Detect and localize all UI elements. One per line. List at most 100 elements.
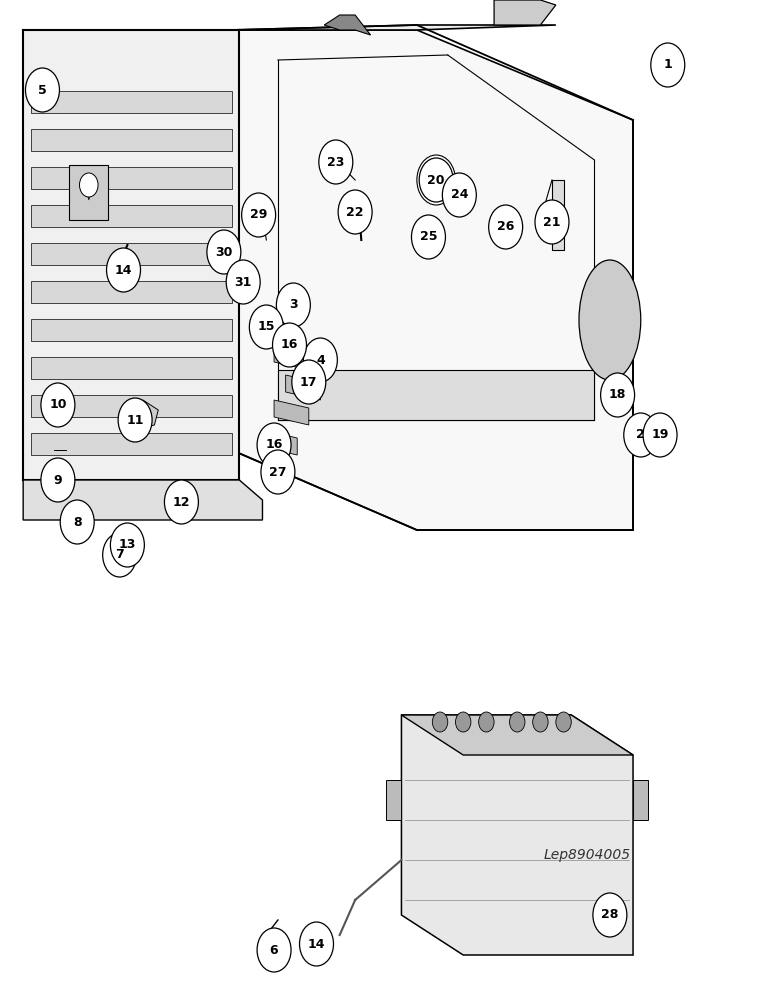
Circle shape xyxy=(593,893,627,937)
Ellipse shape xyxy=(579,260,641,380)
Text: 9: 9 xyxy=(53,474,63,487)
Text: 1: 1 xyxy=(663,58,672,72)
Circle shape xyxy=(533,712,548,732)
Text: 8: 8 xyxy=(73,516,82,528)
Circle shape xyxy=(103,533,137,577)
Polygon shape xyxy=(274,400,309,425)
Text: 27: 27 xyxy=(269,466,286,479)
Circle shape xyxy=(276,283,310,327)
Circle shape xyxy=(164,480,198,524)
Circle shape xyxy=(221,245,232,259)
Circle shape xyxy=(273,323,306,367)
Circle shape xyxy=(207,230,241,274)
Polygon shape xyxy=(500,217,513,235)
Circle shape xyxy=(60,500,94,544)
Circle shape xyxy=(292,360,326,404)
Circle shape xyxy=(41,383,75,427)
Circle shape xyxy=(319,140,353,184)
Circle shape xyxy=(233,269,253,295)
Circle shape xyxy=(624,413,658,457)
Polygon shape xyxy=(85,185,93,200)
Text: 14: 14 xyxy=(308,938,325,950)
Circle shape xyxy=(455,712,471,732)
Circle shape xyxy=(419,158,453,202)
Text: 15: 15 xyxy=(258,320,275,334)
Text: 18: 18 xyxy=(609,388,626,401)
Polygon shape xyxy=(274,345,309,370)
Circle shape xyxy=(226,260,260,304)
Text: 10: 10 xyxy=(49,398,66,412)
Polygon shape xyxy=(232,30,633,530)
Circle shape xyxy=(257,423,291,467)
Text: 22: 22 xyxy=(347,206,364,219)
Polygon shape xyxy=(286,375,320,400)
Circle shape xyxy=(442,173,476,217)
Polygon shape xyxy=(69,165,108,220)
Text: 31: 31 xyxy=(235,275,252,288)
Circle shape xyxy=(257,928,291,972)
Polygon shape xyxy=(50,385,73,420)
Circle shape xyxy=(510,712,525,732)
Text: 4: 4 xyxy=(316,354,325,366)
Polygon shape xyxy=(270,452,284,468)
Text: 13: 13 xyxy=(119,538,136,552)
Polygon shape xyxy=(262,430,297,455)
Polygon shape xyxy=(31,433,232,455)
Circle shape xyxy=(300,922,334,966)
Text: 17: 17 xyxy=(300,375,317,388)
Circle shape xyxy=(107,248,141,292)
Polygon shape xyxy=(401,715,633,755)
Circle shape xyxy=(41,458,75,502)
Polygon shape xyxy=(31,281,232,303)
Text: 5: 5 xyxy=(38,84,47,97)
Circle shape xyxy=(601,373,635,417)
Text: 25: 25 xyxy=(420,231,437,243)
Polygon shape xyxy=(31,205,232,227)
Text: 28: 28 xyxy=(601,908,618,922)
Circle shape xyxy=(411,215,445,259)
Text: 3: 3 xyxy=(289,298,298,312)
Polygon shape xyxy=(324,15,371,35)
Polygon shape xyxy=(552,180,564,250)
Circle shape xyxy=(215,237,238,267)
Circle shape xyxy=(261,450,295,494)
Text: 23: 23 xyxy=(327,155,344,168)
Circle shape xyxy=(643,413,677,457)
Polygon shape xyxy=(262,315,297,340)
Text: 16: 16 xyxy=(266,438,283,452)
Circle shape xyxy=(249,305,283,349)
Polygon shape xyxy=(31,243,232,265)
Text: 6: 6 xyxy=(269,944,279,956)
Text: 20: 20 xyxy=(428,174,445,186)
Text: 19: 19 xyxy=(652,428,669,442)
Polygon shape xyxy=(494,0,556,25)
Polygon shape xyxy=(31,357,232,379)
Text: 7: 7 xyxy=(115,548,124,562)
Polygon shape xyxy=(31,129,232,151)
Circle shape xyxy=(303,338,337,382)
Polygon shape xyxy=(353,200,365,218)
Circle shape xyxy=(432,712,448,732)
Text: 24: 24 xyxy=(451,188,468,202)
Circle shape xyxy=(489,205,523,249)
Polygon shape xyxy=(232,25,556,30)
Circle shape xyxy=(118,398,152,442)
Text: 16: 16 xyxy=(281,338,298,352)
Text: 26: 26 xyxy=(497,221,514,233)
Text: 21: 21 xyxy=(543,216,560,229)
Polygon shape xyxy=(633,780,648,820)
Text: 29: 29 xyxy=(250,209,267,222)
Circle shape xyxy=(110,523,144,567)
Polygon shape xyxy=(23,30,239,480)
Circle shape xyxy=(242,193,276,237)
Polygon shape xyxy=(422,222,435,237)
Text: 30: 30 xyxy=(215,245,232,258)
Polygon shape xyxy=(31,319,232,341)
Polygon shape xyxy=(127,400,158,430)
Polygon shape xyxy=(31,395,232,417)
Polygon shape xyxy=(256,205,269,222)
Text: 14: 14 xyxy=(115,263,132,276)
Polygon shape xyxy=(31,167,232,189)
Polygon shape xyxy=(23,480,262,520)
Text: 11: 11 xyxy=(127,414,144,426)
